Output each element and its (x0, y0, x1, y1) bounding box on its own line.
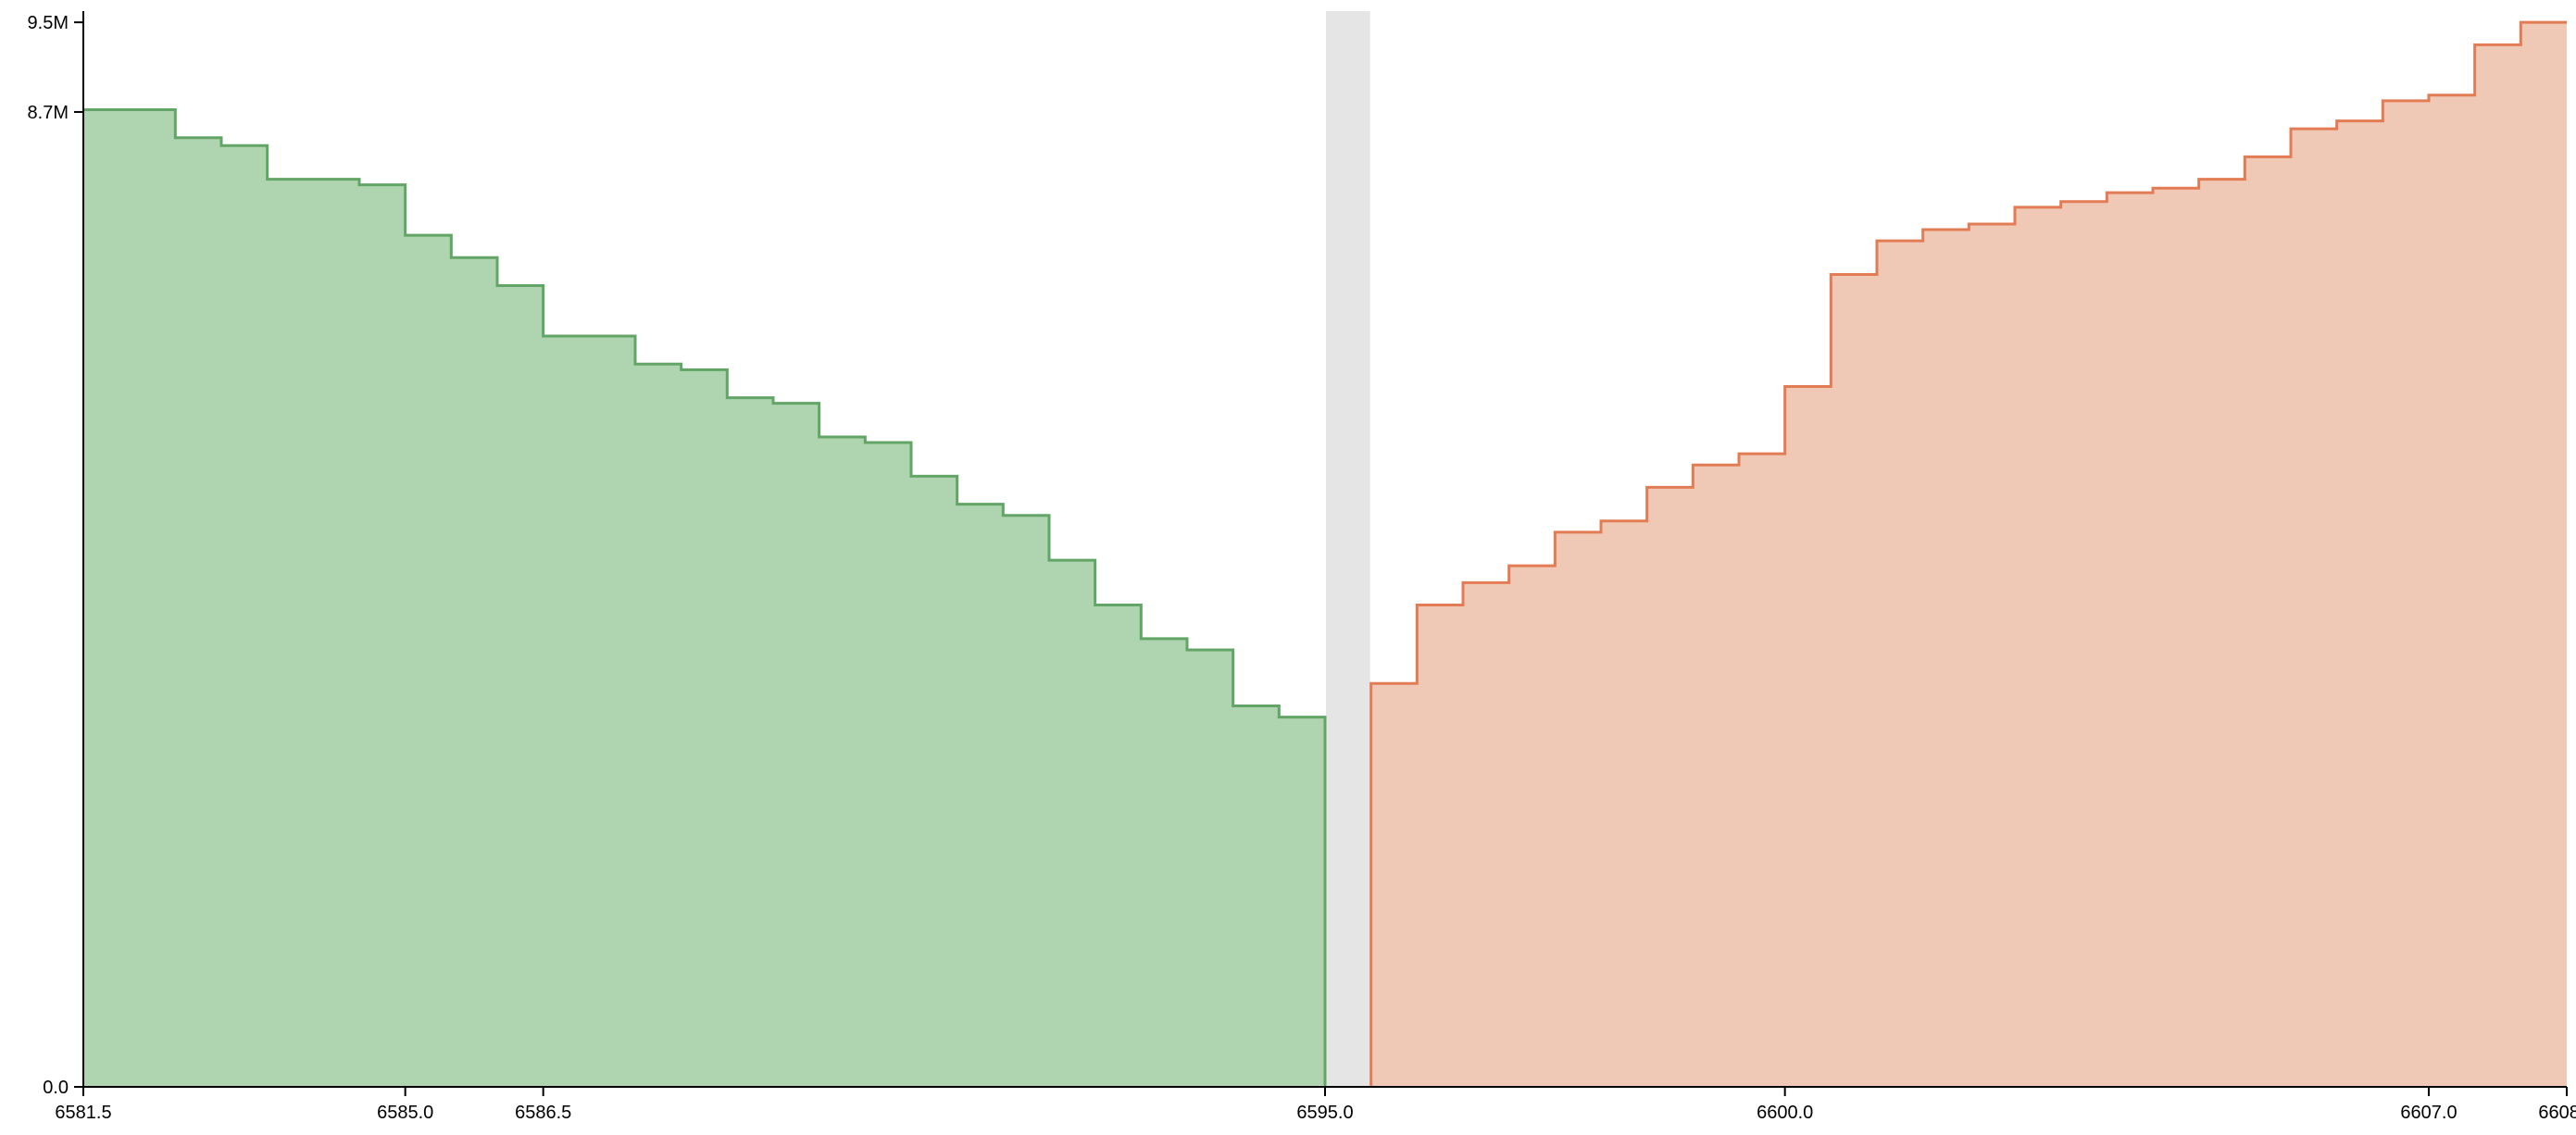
x-tick-label: 6585.0 (377, 1103, 433, 1123)
y-tick-label: 9.5M (28, 13, 69, 33)
x-tick-label: 6608.5 (2538, 1103, 2576, 1123)
x-tick-label: 6586.5 (515, 1103, 571, 1123)
depth-chart: 6581.5 6585.0 6586.5 6595.0 6600.0 6607.0 6608… (0, 0, 2576, 1135)
x-tick-label: 6607.0 (2400, 1103, 2457, 1123)
y-tick-label: 0.0 (43, 1078, 69, 1098)
x-tick-label: 6595.0 (1296, 1103, 1353, 1123)
x-tick-label: 6581.5 (55, 1103, 111, 1123)
y-tick-label: 8.7M (28, 103, 69, 123)
center-divider (1326, 11, 1370, 1087)
x-tick-label: 6600.0 (1757, 1103, 1813, 1123)
